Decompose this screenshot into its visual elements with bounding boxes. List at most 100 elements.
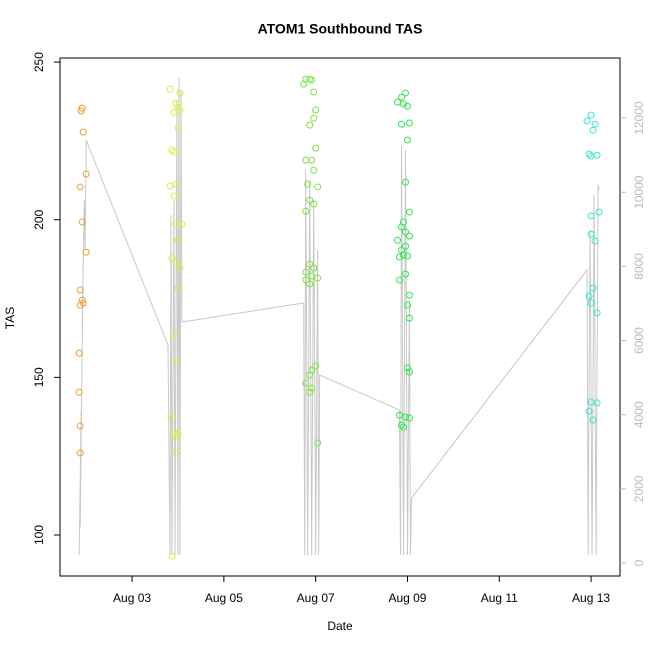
point (587, 111, 595, 119)
point (302, 379, 310, 387)
point (304, 180, 312, 188)
point (587, 299, 595, 307)
point (306, 371, 314, 379)
point (166, 182, 174, 190)
point (587, 230, 595, 238)
point (82, 170, 90, 178)
point (176, 106, 184, 114)
point (77, 107, 85, 115)
point (589, 284, 597, 292)
point (78, 218, 86, 226)
point (302, 207, 310, 215)
point (174, 430, 182, 438)
point (402, 228, 410, 236)
y2-tick-label: 8000 (632, 253, 646, 280)
point (585, 150, 593, 158)
y-tick-label: 150 (32, 367, 46, 387)
point (306, 388, 314, 396)
y2-tick-label: 0 (632, 559, 646, 566)
point (310, 166, 318, 174)
point (312, 106, 320, 114)
point (310, 114, 318, 122)
point (402, 242, 410, 250)
point (168, 146, 176, 154)
plot-frame (59, 57, 621, 577)
point (168, 414, 176, 422)
point (591, 120, 599, 128)
x-tick-label: Aug 07 (297, 591, 335, 605)
x-tick-label: Aug 11 (481, 591, 518, 605)
point (172, 99, 180, 107)
point (405, 119, 413, 127)
point (172, 449, 180, 457)
point (166, 85, 174, 93)
point (402, 270, 410, 278)
point (591, 237, 599, 245)
point (76, 286, 84, 294)
point (405, 208, 413, 216)
point (308, 272, 316, 280)
point (170, 148, 178, 156)
point (306, 121, 314, 129)
y2-tick-label: 10000 (632, 175, 646, 209)
point (589, 416, 597, 424)
point (308, 76, 316, 84)
y-axis-label: TAS (3, 307, 17, 329)
point (308, 156, 316, 164)
point (403, 364, 411, 372)
point (79, 299, 87, 307)
point (398, 421, 406, 429)
point (595, 208, 603, 216)
point (399, 251, 407, 259)
y2-tick-label: 4000 (632, 401, 646, 428)
y-tick-label: 250 (32, 52, 46, 72)
point (170, 331, 178, 339)
point (585, 407, 593, 415)
point (170, 108, 178, 116)
chart-title: ATOM1 Southbound TAS (258, 21, 423, 37)
point (395, 276, 403, 284)
point (174, 236, 182, 244)
point (174, 124, 182, 132)
point (403, 252, 411, 260)
altitude-line (78, 78, 600, 556)
y-tick-label: 200 (32, 209, 46, 229)
point (399, 100, 407, 108)
point (314, 439, 322, 447)
point (593, 309, 601, 317)
point (395, 411, 403, 419)
point (302, 156, 310, 164)
point (75, 388, 83, 396)
point (398, 93, 406, 101)
point (583, 117, 591, 125)
point (168, 552, 176, 560)
point (403, 102, 411, 110)
point (399, 423, 407, 431)
point (398, 120, 406, 128)
x-tick-label: Aug 03 (113, 591, 151, 605)
point (312, 144, 320, 152)
point (405, 414, 413, 422)
point (314, 183, 322, 191)
point (306, 260, 314, 268)
point (75, 349, 83, 357)
point (76, 422, 84, 430)
point (403, 301, 411, 309)
point (172, 220, 180, 228)
point (172, 258, 180, 266)
point (302, 268, 310, 276)
y2-tick-label: 2000 (632, 475, 646, 502)
point (172, 180, 180, 188)
point (405, 291, 413, 299)
point (79, 128, 87, 136)
x-tick-label: Aug 09 (388, 591, 426, 605)
y2-tick-label: 6000 (632, 327, 646, 354)
point (176, 89, 184, 97)
point (405, 232, 413, 240)
point (593, 399, 601, 407)
point (306, 280, 314, 288)
point (170, 192, 178, 200)
point (394, 236, 402, 244)
